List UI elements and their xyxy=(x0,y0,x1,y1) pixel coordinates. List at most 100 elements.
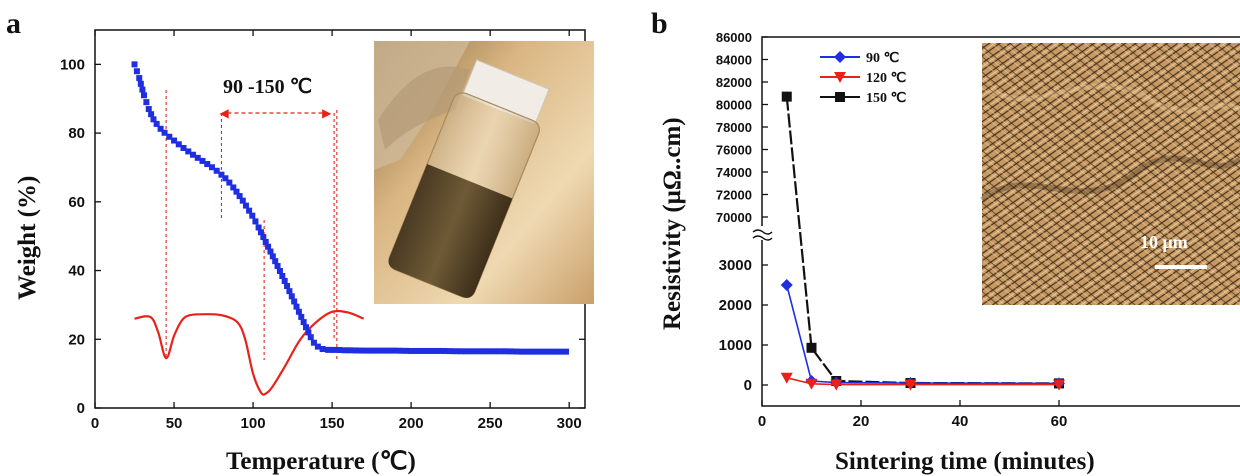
tga-point xyxy=(402,347,409,354)
tga-point xyxy=(274,263,281,270)
panel-a-reference-lines xyxy=(165,90,338,360)
y-tick-label: 100 xyxy=(60,56,85,73)
tga-point xyxy=(255,224,262,231)
x-tick-label: 50 xyxy=(166,415,183,432)
tga-point xyxy=(363,347,370,354)
x-tick-label: 150 xyxy=(320,415,345,432)
tga-point xyxy=(391,347,398,354)
y-tick-label: 0 xyxy=(77,400,85,417)
tga-point xyxy=(208,164,215,171)
tga-point xyxy=(218,171,225,178)
tga-point xyxy=(557,348,564,355)
sem-image: 10 μm xyxy=(980,43,1240,305)
panel-b-x-axis-label: Sintering time (minutes) xyxy=(835,448,1095,475)
tga-point xyxy=(194,154,201,161)
tga-point xyxy=(145,106,152,113)
tga-point xyxy=(190,151,196,158)
tga-point xyxy=(374,347,381,354)
x-tick-label: 20 xyxy=(853,413,870,430)
tga-point xyxy=(480,348,487,355)
tga-point xyxy=(284,283,291,290)
tga-point xyxy=(286,288,293,295)
tga-point xyxy=(295,308,302,315)
tga-series xyxy=(131,61,570,355)
data-point xyxy=(835,92,845,102)
tga-point xyxy=(236,193,243,200)
tga-point xyxy=(446,348,453,355)
tga-point xyxy=(180,144,187,151)
tga-point xyxy=(279,272,286,279)
x-tick-label: 60 xyxy=(1051,413,1068,430)
legend: 90 ℃ 120 ℃ 150 ℃ xyxy=(820,51,907,106)
data-point xyxy=(805,378,818,390)
y-tick-label: 40 xyxy=(68,263,85,280)
tga-point xyxy=(199,157,206,164)
tga-point xyxy=(535,348,542,355)
tga-point xyxy=(457,348,464,355)
data-point xyxy=(780,279,793,291)
x-tick-label: 300 xyxy=(557,415,582,432)
tga-point xyxy=(204,161,211,168)
panel-b-tick-labels: 0 20 40 60 0 1000 2000 3000 70000 72000 74000 76000… xyxy=(716,30,1068,430)
y-tick-label: 76000 xyxy=(716,143,752,158)
tga-point xyxy=(293,303,300,310)
data-point xyxy=(834,51,846,63)
y-tick-label: 78000 xyxy=(716,120,752,135)
x-tick-label: 200 xyxy=(399,415,424,432)
panel-a-y-axis-label: Weight (%) xyxy=(14,176,41,300)
y-tick-label: 80 xyxy=(68,125,85,142)
tga-point xyxy=(230,184,237,191)
y-tick-label: 0 xyxy=(744,377,752,394)
tga-point xyxy=(310,339,317,346)
tga-point xyxy=(141,92,147,99)
y-tick-label: 82000 xyxy=(716,75,752,90)
tga-point xyxy=(226,179,233,186)
tga-point xyxy=(269,253,276,260)
tga-point xyxy=(260,234,267,241)
tga-point xyxy=(139,86,146,93)
tga-point xyxy=(358,347,365,354)
x-tick-label: 0 xyxy=(91,415,99,432)
panel-b-ticks xyxy=(761,36,1060,406)
tga-point xyxy=(153,120,160,127)
tga-point xyxy=(347,347,354,354)
panel-b-plot: 0 20 40 60 0 1000 2000 3000 70000 72000 74000 76000… xyxy=(716,30,1240,430)
data-point xyxy=(834,72,846,83)
tga-point xyxy=(257,229,264,236)
tga-point xyxy=(171,137,178,144)
tga-point xyxy=(267,248,274,255)
axis-break-mark-lower xyxy=(752,235,773,241)
tga-point xyxy=(380,347,387,354)
tga-point xyxy=(288,293,295,300)
tga-point xyxy=(408,347,415,354)
legend-label: 150 ℃ xyxy=(866,91,907,106)
tga-point xyxy=(298,313,305,320)
tga-point xyxy=(485,348,492,355)
x-tick-label: 0 xyxy=(758,413,766,430)
panel-b-frame xyxy=(761,36,1240,407)
tga-point xyxy=(185,148,192,155)
tga-point xyxy=(468,348,475,355)
tga-point xyxy=(546,348,553,355)
tga-point xyxy=(540,348,547,355)
arrow-left-head: ◀ xyxy=(219,106,229,120)
tga-point xyxy=(281,277,288,284)
panel-b-label: b xyxy=(651,7,668,40)
tga-point xyxy=(213,167,220,174)
scale-bar-label: 10 μm xyxy=(1140,232,1188,252)
tga-point xyxy=(272,258,279,265)
tga-point xyxy=(150,116,157,123)
tga-point xyxy=(529,348,536,355)
tga-point xyxy=(291,298,298,305)
tga-point xyxy=(330,346,337,353)
tga-point xyxy=(441,347,448,354)
tga-point xyxy=(131,61,138,68)
tga-point xyxy=(305,329,312,336)
y-tick-label: 74000 xyxy=(716,165,752,180)
tga-point xyxy=(435,347,442,354)
tga-point xyxy=(300,319,307,326)
y-tick-label: 20 xyxy=(68,331,85,348)
tga-point xyxy=(166,133,173,140)
tga-point xyxy=(341,347,348,354)
